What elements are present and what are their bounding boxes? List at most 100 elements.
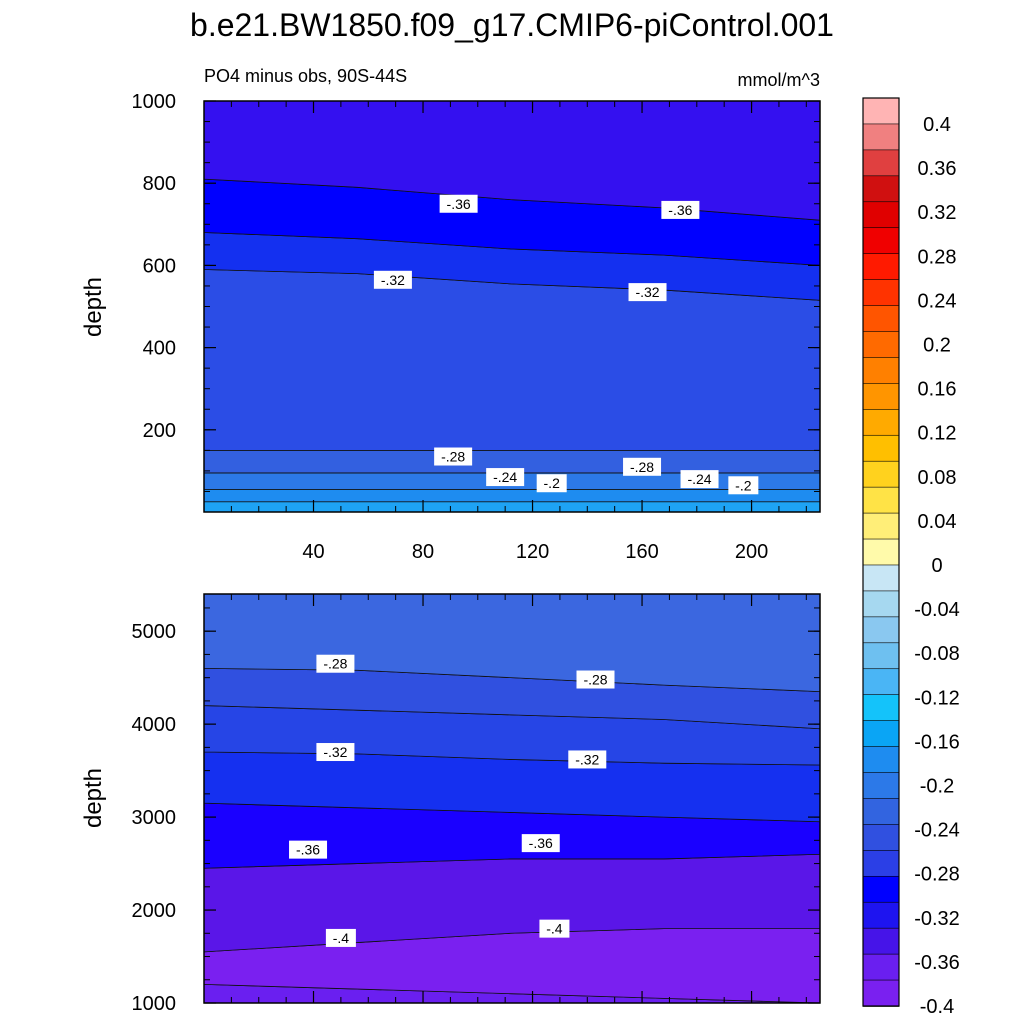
contour-label: -.32 (628, 283, 667, 302)
colorbar-swatch (862, 434, 900, 462)
colorbar-swatch (862, 564, 900, 592)
x-tick-label: 120 (516, 541, 549, 563)
svg-text:-.32: -.32 (635, 284, 659, 300)
svg-text:-.32: -.32 (575, 751, 599, 767)
colorbar-swatch (862, 149, 900, 177)
colorbar-label: -0.04 (914, 599, 960, 621)
colorbar-label: 0.2 (923, 334, 951, 356)
plot-frame (203, 593, 821, 1004)
y-tick-label: 3000 (132, 807, 177, 829)
colorbar-label: 0.08 (918, 467, 957, 489)
contour-label: -.24 (680, 470, 719, 489)
contour-label: -.28 (576, 670, 615, 689)
top-plot-area: 200 400 600 800 1000 40 80 120 160 200 -.24 -.2 -.24… (132, 91, 821, 563)
y-tick-label: 4000 (132, 714, 177, 736)
colorbar-swatch (862, 383, 900, 411)
contour-label: -.28 (623, 457, 662, 476)
svg-text:-.32: -.32 (323, 744, 347, 760)
colorbar-swatch (862, 409, 900, 437)
top-subtitle-left: PO4 minus obs, 90S-44S (204, 66, 407, 86)
colorbar-label: 0.36 (918, 158, 957, 180)
contour-label: -.32 (568, 750, 607, 769)
contour-band (204, 269, 820, 451)
y-tick-label: 1000 (132, 91, 177, 113)
colorbar-swatch (862, 720, 900, 748)
contour-label: -.24 (486, 468, 525, 487)
colorbar-swatch (862, 979, 900, 1007)
svg-text:-.32: -.32 (381, 272, 405, 288)
contour-label: -.2 (536, 474, 567, 493)
y-tick-label: 800 (143, 173, 176, 195)
x-tick-label: 80 (412, 541, 434, 563)
colorbar-swatch (862, 512, 900, 540)
svg-text:-.2: -.2 (544, 475, 561, 491)
colorbar-swatch (862, 953, 900, 981)
colorbar-label: 0.28 (918, 246, 957, 268)
y-tick-label: 400 (143, 338, 176, 360)
colorbar-swatch (862, 253, 900, 281)
colorbar-swatch (862, 875, 900, 904)
contour-label: -.32 (373, 270, 412, 289)
y-tick-label: 5000 (132, 621, 177, 643)
contour-band (204, 594, 820, 693)
colorbar-label: -0.24 (914, 820, 960, 842)
colorbar-swatch (862, 850, 900, 878)
svg-text:-.28: -.28 (583, 672, 607, 688)
colorbar-swatch (862, 824, 900, 852)
contour-label: -.28 (316, 654, 355, 673)
colorbar-swatch (862, 616, 900, 644)
colorbar-label: 0.16 (918, 379, 957, 401)
svg-text:-.36: -.36 (447, 196, 471, 212)
colorbar-swatch (862, 927, 900, 955)
contour-label: -.28 (434, 447, 473, 466)
colorbar-label: 0 (931, 555, 942, 577)
contour-label: -.36 (439, 194, 478, 213)
colorbar-label: -0.28 (914, 864, 960, 886)
colorbar-swatch (862, 201, 900, 229)
colorbar-swatch (862, 460, 900, 488)
colorbar-label: 0.24 (918, 290, 957, 312)
y-tick-label: 200 (143, 420, 176, 442)
colorbar-swatch (862, 227, 900, 255)
contour-label: -.4 (539, 919, 570, 938)
colorbar: 0.4 0.36 0.32 0.28 0.24 0.2 0.16 0.12 0.08 0.04 0 -… (862, 97, 960, 1018)
svg-text:-.36: -.36 (668, 202, 692, 218)
colorbar-swatch (862, 175, 900, 203)
contour-label: -.2 (728, 476, 759, 495)
contour-label: -.32 (316, 743, 355, 762)
x-tick-label: 200 (735, 541, 768, 563)
svg-text:-.28: -.28 (441, 449, 465, 465)
colorbar-swatch (862, 357, 900, 385)
colorbar-swatch (862, 279, 900, 307)
colorbar-swatch (862, 694, 900, 722)
colorbar-label: 0.4 (923, 114, 951, 136)
contour-label: -.36 (289, 840, 328, 859)
svg-text:-.36: -.36 (529, 835, 553, 851)
colorbar-label: 0.04 (918, 511, 957, 533)
top-y-axis-label: depth (80, 277, 107, 337)
colorbar-swatch (862, 590, 900, 618)
colorbar-swatch (862, 798, 900, 826)
colorbar-swatch (862, 746, 900, 774)
colorbar-label: -0.32 (914, 908, 960, 930)
figure-title: b.e21.BW1850.f09_g17.CMIP6-piControl.001 (190, 7, 834, 43)
svg-text:-.24: -.24 (687, 471, 711, 487)
colorbar-label: -0.36 (914, 952, 960, 974)
svg-text:-.4: -.4 (333, 930, 350, 946)
svg-text:-.28: -.28 (323, 656, 347, 672)
contour-label: -.4 (325, 928, 356, 947)
bottom-y-axis-label: depth (80, 768, 107, 828)
colorbar-label: 0.32 (918, 202, 957, 224)
svg-text:-.2: -.2 (735, 477, 752, 493)
bottom-plot-area: 1000 2000 3000 4000 5000 -.4 -.4 -.36 -.36 -.32 -.… (132, 593, 821, 1015)
svg-text:-.24: -.24 (493, 469, 517, 485)
colorbar-label: -0.16 (914, 731, 960, 753)
colorbar-swatch (862, 901, 900, 929)
contour-label: -.36 (521, 834, 560, 853)
colorbar-swatch (862, 331, 900, 359)
colorbar-label: -0.12 (914, 687, 960, 709)
y-tick-label: 600 (143, 255, 176, 277)
colorbar-label: -0.4 (920, 996, 954, 1018)
svg-text:-.4: -.4 (546, 921, 563, 937)
